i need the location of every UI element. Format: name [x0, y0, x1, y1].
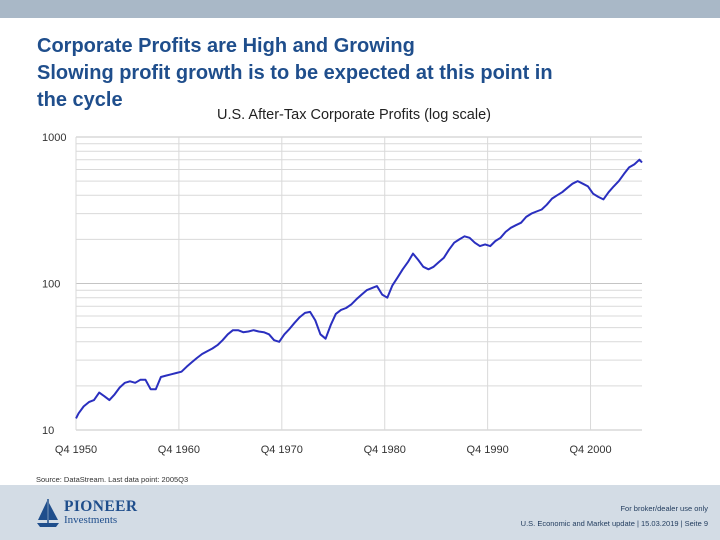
x-tick-label: Q4 1950	[55, 444, 97, 456]
chart-title: U.S. After-Tax Corporate Profits (log sc…	[217, 107, 491, 123]
broker-disclaimer: For broker/dealer use only	[620, 504, 708, 513]
x-tick-label: Q4 1960	[158, 444, 200, 456]
slide-title-line-3: the cycle	[37, 89, 123, 111]
y-tick-label: 10	[42, 425, 54, 437]
series-line-corporate-profits	[75, 158, 643, 419]
slide-title-line-2: Slowing profit growth is to be expected …	[37, 62, 553, 84]
x-tick-label: Q4 2000	[569, 444, 611, 456]
slide-title: Corporate Profits are High and Growing S…	[37, 33, 697, 114]
company-logo: PIONEER Investments	[64, 499, 137, 526]
y-tick-label: 100	[42, 279, 60, 291]
logo-subtitle: Investments	[64, 514, 118, 526]
logo-name: PIONEER	[64, 498, 138, 515]
slide-title-line-1: Corporate Profits are High and Growing	[37, 35, 415, 57]
footer-bar	[0, 485, 720, 540]
source-note: Source: DataStream. Last data point: 200…	[36, 475, 189, 484]
y-tick-label: 1000	[42, 132, 66, 144]
top-accent-bar	[0, 0, 720, 18]
x-tick-label: Q4 1990	[467, 444, 509, 456]
x-tick-label: Q4 1980	[364, 444, 406, 456]
pioneer-sail-icon	[37, 499, 59, 527]
x-tick-label: Q4 1970	[261, 444, 303, 456]
profits-line-chart: Q4 1950 Q4 1960 Q4 1970 Q4 1980 Q4 1990 Q4 20…	[42, 132, 643, 456]
footer-meta: U.S. Economic and Market update | 15.03.…	[520, 519, 708, 528]
